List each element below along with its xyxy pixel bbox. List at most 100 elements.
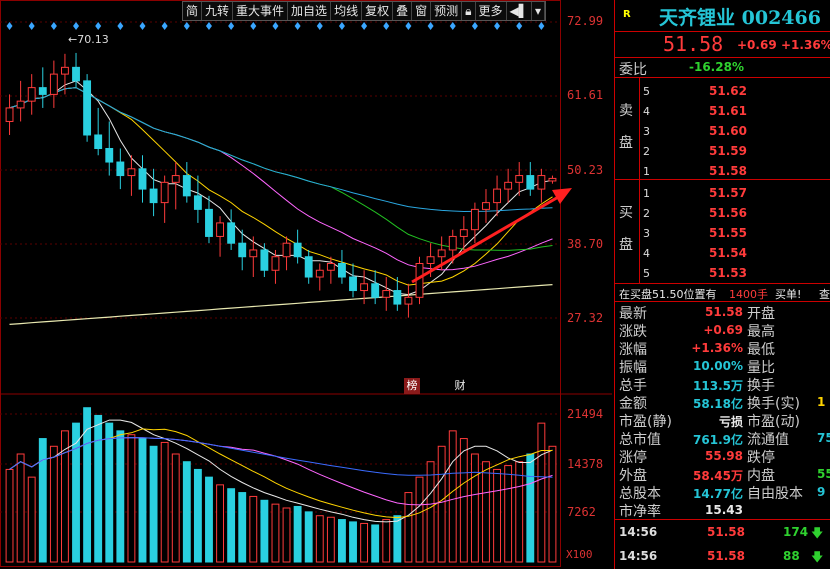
buy-level: 2 bbox=[643, 207, 650, 220]
tb-more[interactable]: 更多 bbox=[476, 2, 507, 20]
ranking-marker[interactable]: 榜 bbox=[404, 378, 420, 394]
candle-body bbox=[393, 290, 402, 305]
stat-label: 市净率 bbox=[619, 504, 661, 520]
candle-body bbox=[105, 148, 114, 163]
volume-bar bbox=[127, 434, 136, 563]
candle-body bbox=[382, 290, 391, 298]
sell-level: 1 bbox=[643, 165, 650, 178]
buy-level: 1 bbox=[643, 187, 650, 200]
buy-orderbook: 买 盘 1 51.57 2 51.56 3 51.55 4 51.54 5 51.53 bbox=[615, 180, 830, 284]
event-diamond bbox=[383, 22, 390, 30]
tb-forecast[interactable]: 预测 bbox=[431, 2, 463, 20]
candle-body bbox=[293, 242, 302, 258]
price-axis-label: 38.70 bbox=[567, 237, 604, 251]
event-diamond bbox=[405, 22, 412, 30]
price-row: 51.58 +0.69 +1.36% bbox=[615, 32, 830, 58]
kline-svg[interactable] bbox=[0, 0, 612, 569]
candle-body bbox=[193, 195, 202, 210]
stat-label: 总股本 bbox=[619, 486, 661, 502]
sell-row[interactable]: 5 51.62 bbox=[643, 82, 823, 102]
candle-body bbox=[548, 177, 557, 182]
candle-body bbox=[426, 256, 435, 264]
stat-value: 15.43 bbox=[705, 503, 743, 517]
event-diamond bbox=[73, 22, 80, 30]
stat-label-right: 量比 bbox=[747, 360, 775, 376]
buy-row[interactable]: 2 51.56 bbox=[643, 204, 823, 224]
volume-axis-label: 7262 bbox=[567, 505, 596, 519]
sell-row[interactable]: 4 51.61 bbox=[643, 102, 823, 122]
stat-value: 58.45万 bbox=[693, 469, 743, 483]
volume-bar bbox=[94, 414, 103, 563]
stat-value-right: 9 bbox=[817, 485, 826, 499]
tb-simple[interactable]: 简 bbox=[183, 2, 203, 20]
weibi-value: -16.28% bbox=[689, 60, 744, 74]
tb-major-events[interactable]: 重大事件 bbox=[233, 2, 289, 20]
event-diamond bbox=[183, 22, 190, 30]
speaker-icon[interactable]: ◀▌ bbox=[507, 2, 533, 20]
candle-body bbox=[371, 283, 380, 298]
volume-bar bbox=[205, 476, 213, 563]
tb-adjust[interactable]: 复权 bbox=[362, 2, 394, 20]
volume-bar bbox=[16, 453, 25, 563]
stat-value: 51.58 bbox=[705, 305, 743, 319]
candle-body bbox=[360, 283, 369, 292]
volume-bar bbox=[548, 445, 557, 563]
chart-toolbar: 简 九转 重大事件 加自选 均线 复权 叠 窗 预测 🔒︎ 更多 ◀▌ ▾ bbox=[182, 1, 547, 21]
volume-bar bbox=[470, 453, 479, 563]
quote-panel: R 天齐锂业 002466 51.58 +0.69 +1.36% 委比 -16.… bbox=[614, 0, 830, 569]
stat-row: 市净率 15.43 bbox=[615, 501, 830, 520]
candle-body bbox=[338, 262, 346, 278]
candle-body bbox=[83, 80, 92, 136]
ticker-link[interactable]: 查 bbox=[819, 288, 830, 301]
down-arrow-icon: 🡇 bbox=[811, 526, 824, 540]
stat-label: 涨幅 bbox=[619, 342, 647, 358]
buy-row[interactable]: 3 51.55 bbox=[643, 224, 823, 244]
trade-price: 51.58 bbox=[707, 525, 745, 539]
candle-body bbox=[515, 175, 524, 183]
event-diamond bbox=[228, 22, 235, 30]
tb-jiuzhuan[interactable]: 九转 bbox=[202, 2, 234, 20]
tb-window[interactable]: 窗 bbox=[412, 2, 432, 20]
ticker-text: 买单! bbox=[775, 288, 802, 301]
stat-row: 总手 113.5万 换手 bbox=[615, 375, 830, 394]
down-arrow-icon: 🡇 bbox=[811, 550, 824, 564]
sell-row[interactable]: 2 51.59 bbox=[643, 142, 823, 162]
tb-add-watchlist[interactable]: 加自选 bbox=[288, 2, 332, 20]
kline-chart[interactable]: 简 九转 重大事件 加自选 均线 复权 叠 窗 预测 🔒︎ 更多 ◀▌ ▾ ←7… bbox=[0, 0, 612, 569]
change-pct: +1.36% bbox=[781, 38, 830, 52]
lock-icon[interactable]: 🔒︎ bbox=[462, 2, 476, 20]
sell-row[interactable]: 3 51.60 bbox=[643, 122, 823, 142]
stock-code: 002466 bbox=[741, 7, 821, 29]
chevron-down-icon[interactable]: ▾ bbox=[532, 2, 546, 20]
finance-marker[interactable]: 财 bbox=[454, 379, 466, 392]
volume-bar bbox=[304, 511, 313, 563]
candle-body bbox=[171, 175, 180, 183]
event-diamond bbox=[294, 22, 301, 30]
weibi-row: 委比 -16.28% bbox=[615, 58, 830, 78]
event-diamond bbox=[427, 22, 434, 30]
event-diamond bbox=[449, 22, 456, 30]
sell-orderbook: 卖 盘 5 51.62 4 51.61 3 51.60 2 51.59 1 51.58 bbox=[615, 78, 830, 180]
buy-row[interactable]: 5 51.53 bbox=[643, 264, 823, 284]
trade-volume: 174 bbox=[783, 525, 809, 539]
sell-row[interactable]: 1 51.58 bbox=[643, 162, 823, 182]
volume-bar bbox=[249, 495, 258, 563]
alert-ticker[interactable]: 在买盘51.50位置有 1400手 买单! 查 bbox=[615, 284, 830, 302]
volume-bar bbox=[459, 438, 468, 563]
last-price: 51.58 bbox=[663, 32, 724, 56]
buy-row[interactable]: 4 51.54 bbox=[643, 244, 823, 264]
candle-body bbox=[282, 242, 291, 258]
candle-body bbox=[72, 66, 80, 82]
stock-name: 天齐锂业 bbox=[659, 7, 736, 29]
volume-bar bbox=[282, 507, 291, 563]
stat-value: 14.77亿 bbox=[693, 487, 743, 501]
volume-bar bbox=[448, 430, 457, 563]
stat-label: 外盘 bbox=[619, 468, 647, 484]
candle-body bbox=[227, 222, 236, 244]
tb-ma[interactable]: 均线 bbox=[331, 2, 363, 20]
volume-bar bbox=[537, 422, 546, 563]
volume-bar bbox=[5, 468, 14, 563]
tb-overlay[interactable]: 叠 bbox=[393, 2, 413, 20]
buy-row[interactable]: 1 51.57 bbox=[643, 184, 823, 204]
volume-unit: X100 bbox=[566, 548, 593, 561]
